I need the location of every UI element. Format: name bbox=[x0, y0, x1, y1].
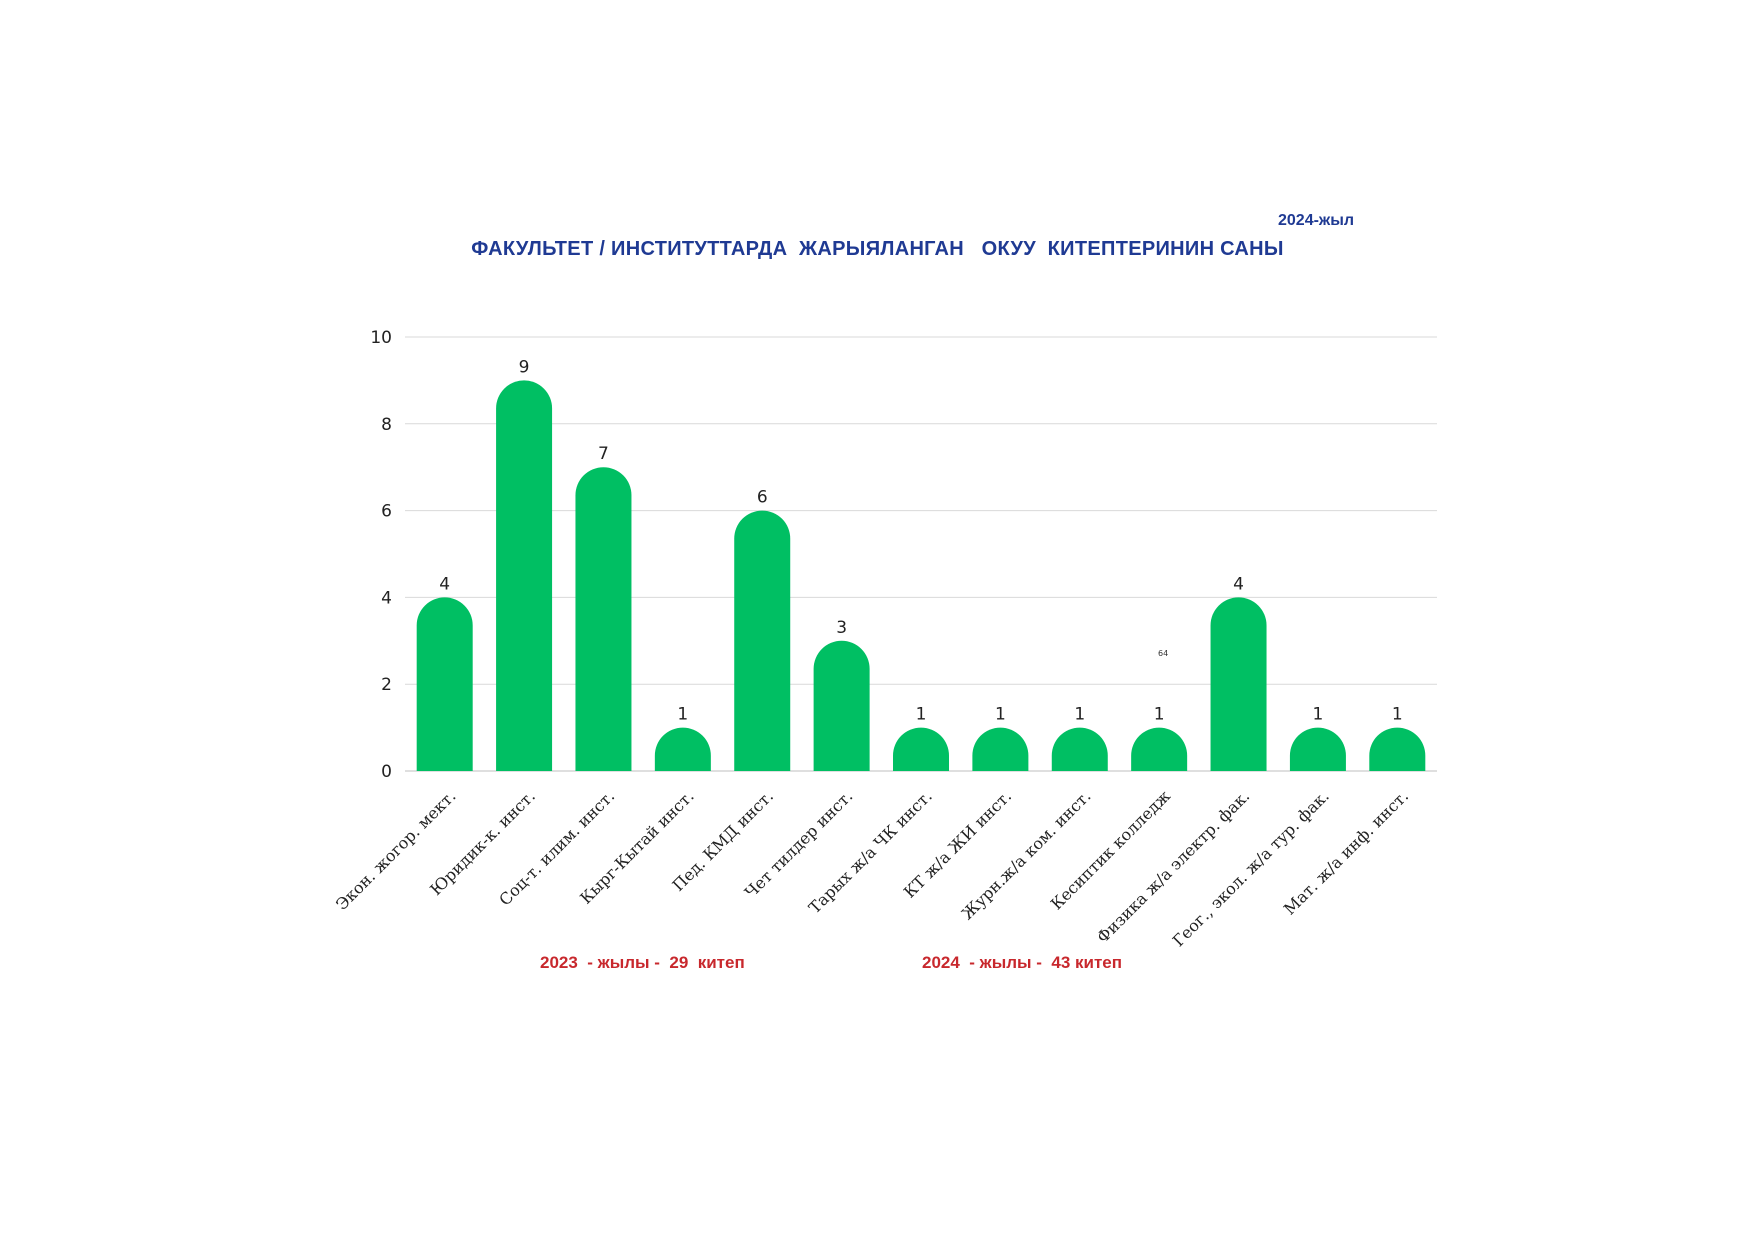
x-tick-label: Физика ж/а электр. фак. bbox=[1093, 786, 1253, 946]
x-axis-labels: Экон. жогор. мект.Юридик-к. инст.Соц-т. … bbox=[332, 786, 1412, 950]
value-labels: 4 9 7 1 6 3 1 1 1 1 4 1 1 bbox=[439, 357, 1402, 724]
data-label: 1 bbox=[1074, 705, 1085, 725]
data-label: 1 bbox=[1313, 705, 1324, 725]
annotation-64: 64 bbox=[1158, 649, 1168, 658]
bar bbox=[654, 727, 711, 771]
data-label: 1 bbox=[677, 705, 688, 725]
bar bbox=[813, 640, 870, 771]
bar bbox=[1131, 727, 1188, 771]
year-tag: 2024-жыл bbox=[1278, 212, 1355, 229]
y-tick-label: 4 bbox=[381, 588, 392, 608]
data-label: 6 bbox=[757, 488, 768, 508]
x-tick-label: Геог., экол. ж/а тур. фак. bbox=[1169, 786, 1333, 950]
y-tick-label: 6 bbox=[381, 502, 392, 522]
bar bbox=[1289, 727, 1346, 771]
bar bbox=[1051, 727, 1108, 771]
data-label: 4 bbox=[1233, 574, 1244, 594]
data-label: 1 bbox=[1392, 705, 1403, 725]
bar bbox=[1210, 597, 1267, 771]
x-tick-label: Журн.ж/а ком. инст. bbox=[958, 786, 1095, 923]
data-label: 3 bbox=[836, 618, 847, 638]
chart-title: ФАКУЛЬТЕТ / ИНСТИТУТТАРДА ЖАРЫЯЛАНГАН ОК… bbox=[471, 238, 1284, 260]
bar bbox=[734, 510, 791, 771]
bar bbox=[496, 380, 553, 771]
data-label: 1 bbox=[1154, 705, 1165, 725]
y-tick-label: 8 bbox=[381, 415, 392, 435]
footer-2023-summary: 2023 - жылы - 29 китеп bbox=[540, 953, 745, 972]
bars bbox=[416, 380, 1426, 771]
footer-2024-summary: 2024 - жылы - 43 китеп bbox=[922, 953, 1123, 972]
annotations: 64 bbox=[1158, 649, 1168, 658]
bar bbox=[416, 597, 473, 771]
data-label: 4 bbox=[439, 574, 450, 594]
bar bbox=[893, 727, 950, 771]
y-axis-ticks: 0 2 4 6 8 10 bbox=[370, 328, 392, 782]
bar bbox=[972, 727, 1029, 771]
bar bbox=[1369, 727, 1426, 771]
bar bbox=[575, 467, 632, 771]
data-label: 7 bbox=[598, 444, 609, 464]
data-label: 1 bbox=[916, 705, 927, 725]
y-tick-label: 0 bbox=[381, 762, 392, 782]
data-label: 1 bbox=[995, 705, 1006, 725]
y-tick-label: 10 bbox=[370, 328, 392, 348]
y-tick-label: 2 bbox=[381, 675, 392, 695]
data-label: 9 bbox=[519, 357, 530, 377]
